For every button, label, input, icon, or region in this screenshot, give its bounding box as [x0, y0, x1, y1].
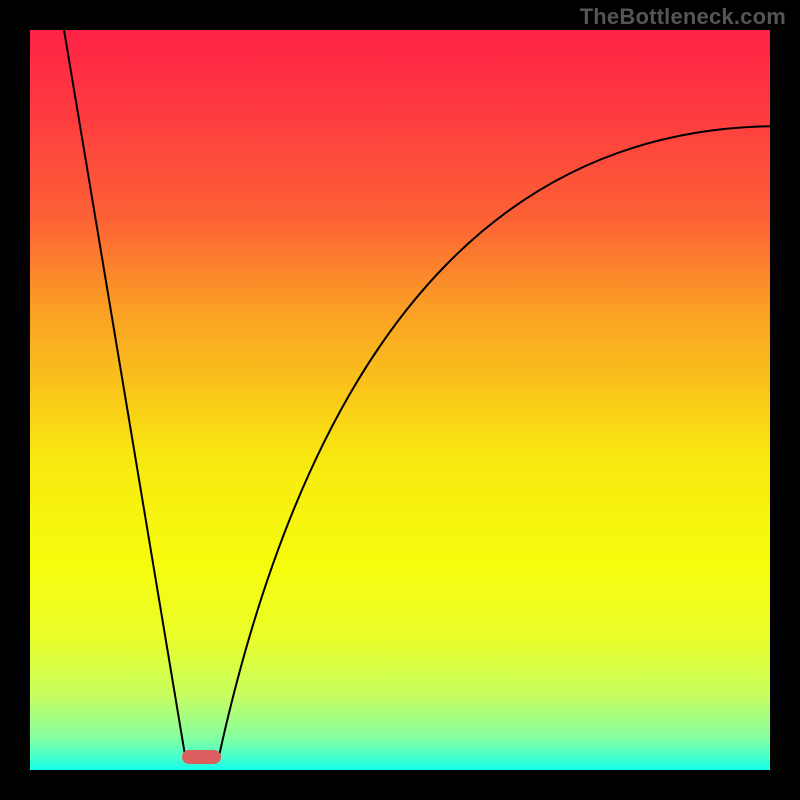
- plot-area: [30, 30, 770, 770]
- watermark-text: TheBottleneck.com: [580, 4, 786, 30]
- curve-layer: [30, 30, 770, 770]
- right-curve-segment: [219, 126, 770, 757]
- left-line-segment: [64, 30, 185, 757]
- minimum-marker: [182, 750, 220, 764]
- chart-frame: TheBottleneck.com: [0, 0, 800, 800]
